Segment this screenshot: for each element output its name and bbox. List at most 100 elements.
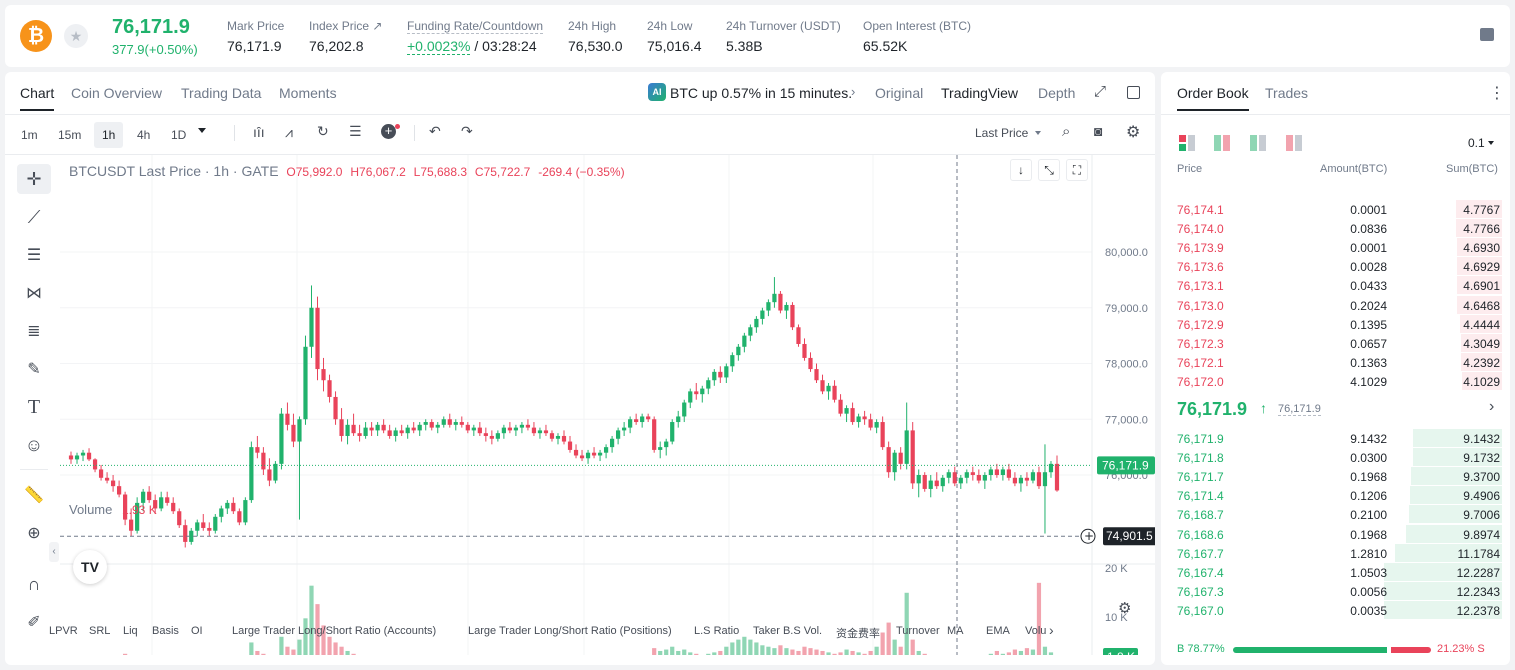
book-icon[interactable]: [1480, 28, 1494, 41]
fibonacci-tool-icon[interactable]: ≣: [27, 323, 41, 340]
mid-chevron-right-icon[interactable]: ›: [1489, 398, 1495, 415]
tab-order-book[interactable]: Order Book: [1177, 85, 1249, 111]
indicator-3[interactable]: Basis: [152, 625, 179, 637]
date-axis-settings-icon[interactable]: ⚙: [1118, 600, 1132, 617]
timeframe-1d[interactable]: 1D: [171, 128, 187, 142]
bid-row[interactable]: 76,171.8 0.0300 9.1732: [1161, 448, 1510, 467]
bid-row[interactable]: 76,168.7 0.2100 9.7006: [1161, 505, 1510, 524]
indicator-2[interactable]: Liq: [123, 625, 138, 637]
bid-row[interactable]: 76,171.9 9.1432 9.1432: [1161, 429, 1510, 448]
indicator-8[interactable]: Taker B.S Vol.: [753, 625, 823, 637]
timeframe-dropdown-icon[interactable]: [198, 128, 206, 133]
indicator-5[interactable]: Large Trader Long/Short Ratio (Accounts): [232, 625, 437, 637]
bid-row[interactable]: 76,167.4 1.0503 12.2287: [1161, 562, 1510, 582]
text-tool-icon[interactable]: T: [27, 395, 41, 418]
bid-row[interactable]: 76,168.6 0.1968 9.8974: [1161, 524, 1510, 544]
index-price-label[interactable]: Index Price ↗: [309, 19, 383, 33]
ask-row[interactable]: 76,173.1 0.0433 4.6901: [1161, 276, 1510, 295]
search-icon[interactable]: ⌕: [1062, 123, 1071, 140]
expand-icon[interactable]: ⤢: [1094, 83, 1107, 100]
ask-row[interactable]: 76,173.9 0.0001 4.6930: [1161, 238, 1510, 257]
bid-row[interactable]: 76,167.3 0.0056 12.2343: [1161, 581, 1510, 601]
price-type-dropdown-icon[interactable]: [1035, 131, 1041, 135]
candlestick-type-icon[interactable]: ıȋı: [253, 124, 265, 140]
brush-tool-icon[interactable]: ✎: [27, 361, 41, 378]
timeframe-15m[interactable]: 15m: [58, 128, 82, 142]
indicator-0[interactable]: LPVR: [49, 625, 78, 637]
timeframe-4h[interactable]: 4h: [137, 128, 151, 142]
more-vertical-icon[interactable]: ⋮: [1489, 85, 1505, 102]
indicator-scroll-right-icon[interactable]: ›: [1049, 622, 1054, 638]
channel-tool-icon[interactable]: ☰: [26, 247, 42, 264]
favorite-star-icon[interactable]: ★: [64, 24, 88, 48]
add-alert-icon[interactable]: [1080, 528, 1096, 544]
indicator-icon[interactable]: ⩘: [285, 124, 293, 140]
add-indicator-icon[interactable]: +: [381, 124, 396, 139]
window-icon[interactable]: [1127, 86, 1140, 99]
tab-coin-overview[interactable]: Coin Overview: [71, 85, 163, 101]
indicator-4[interactable]: OI: [191, 625, 203, 637]
timeframe-1h[interactable]: 1h: [94, 122, 124, 148]
indicator-9[interactable]: 资金费率: [836, 628, 880, 640]
indicator-6[interactable]: Large Trader Long/Short Ratio (Positions…: [468, 625, 672, 637]
ask-row[interactable]: 76,173.0 0.2024 4.6468: [1161, 295, 1510, 315]
add-alert-plus[interactable]: +: [1084, 529, 1094, 543]
tab-moments[interactable]: Moments: [279, 85, 337, 101]
ask-row[interactable]: 76,174.0 0.0836 4.7766: [1161, 219, 1510, 238]
indicator-10[interactable]: Turnover: [896, 625, 940, 637]
fullscreen-icon[interactable]: ⛶: [1066, 159, 1088, 181]
zoom-in-tool-icon[interactable]: ⊕: [27, 525, 41, 542]
tab-trading-data[interactable]: Trading Data: [181, 85, 262, 101]
ask-row[interactable]: 76,172.3 0.0657 4.3049: [1161, 333, 1510, 353]
bid-amount: 1.0503: [1350, 565, 1387, 580]
ruler-tool-icon[interactable]: 📏: [24, 487, 44, 504]
indicator-7[interactable]: L.S Ratio: [694, 625, 740, 637]
candle-body: [165, 497, 170, 503]
tab-trades[interactable]: Trades: [1265, 85, 1309, 101]
price-type-select[interactable]: Last Price: [975, 126, 1029, 140]
redo-icon[interactable]: ↷: [461, 123, 473, 139]
chevron-right-icon[interactable]: ›: [851, 84, 856, 99]
crosshair-tool-icon[interactable]: ✛: [17, 164, 51, 194]
precision-select[interactable]: 0.1: [1468, 136, 1485, 150]
pattern-tool-icon[interactable]: ⋈: [26, 285, 42, 302]
indicator-12[interactable]: EMA: [986, 625, 1010, 637]
ask-row[interactable]: 76,172.0 4.1029 4.1029: [1161, 371, 1510, 391]
view-original[interactable]: Original: [875, 85, 924, 101]
view-tradingview[interactable]: TradingView: [941, 85, 1019, 101]
view-split-icon[interactable]: [1214, 135, 1230, 151]
collapse-toolbar-icon[interactable]: ‹: [49, 542, 59, 562]
precision-dropdown-icon[interactable]: [1488, 141, 1494, 145]
indicator-1[interactable]: SRL: [89, 625, 111, 637]
indicator-11[interactable]: MA: [947, 625, 964, 637]
view-asks-icon[interactable]: [1286, 135, 1302, 151]
timeframe-1m[interactable]: 1m: [21, 128, 38, 142]
collapse-arrows-icon[interactable]: ⤡: [1038, 159, 1060, 181]
pencil-lock-tool-icon[interactable]: ✐: [27, 614, 41, 631]
view-depth[interactable]: Depth: [1038, 85, 1076, 101]
scroll-down-icon[interactable]: ↓: [1010, 159, 1032, 181]
camera-icon[interactable]: ◙: [1094, 123, 1103, 139]
settings-gear-icon[interactable]: ⚙: [1126, 124, 1141, 141]
price-chart[interactable]: 80,000.079,000.078,000.077,000.076,000.0…: [60, 155, 1155, 655]
list-settings-icon[interactable]: ☰: [349, 123, 362, 139]
undo-icon[interactable]: ↶: [429, 123, 441, 139]
ask-row[interactable]: 76,172.9 0.1395 4.4444: [1161, 314, 1510, 334]
magnet-tool-icon[interactable]: ∩: [27, 573, 41, 594]
trend-line-tool-icon[interactable]: ⟋: [27, 206, 41, 227]
bid-row[interactable]: 76,171.4 0.1206 9.4906: [1161, 486, 1510, 505]
ask-row[interactable]: 76,174.1 0.0001 4.7767: [1161, 200, 1510, 219]
bid-row[interactable]: 76,167.0 0.0035 12.2378: [1161, 600, 1510, 620]
tab-chart[interactable]: Chart: [20, 85, 55, 111]
view-bids-icon[interactable]: [1250, 135, 1266, 151]
emoji-tool-icon[interactable]: ☺: [24, 434, 44, 455]
ai-banner[interactable]: BTC up 0.57% in 15 minutes.: [670, 85, 853, 101]
ask-row[interactable]: 76,173.6 0.0028 4.6929: [1161, 257, 1510, 276]
refresh-icon[interactable]: ↻: [317, 123, 329, 139]
candle-body: [267, 469, 272, 481]
view-both-icon[interactable]: [1179, 135, 1195, 151]
bid-row[interactable]: 76,167.7 1.2810 11.1784: [1161, 543, 1510, 563]
ask-row[interactable]: 76,172.1 0.1363 4.2392: [1161, 352, 1510, 372]
bid-row[interactable]: 76,171.7 0.1968 9.3700: [1161, 467, 1510, 486]
indicator-13[interactable]: Volu: [1025, 625, 1047, 637]
